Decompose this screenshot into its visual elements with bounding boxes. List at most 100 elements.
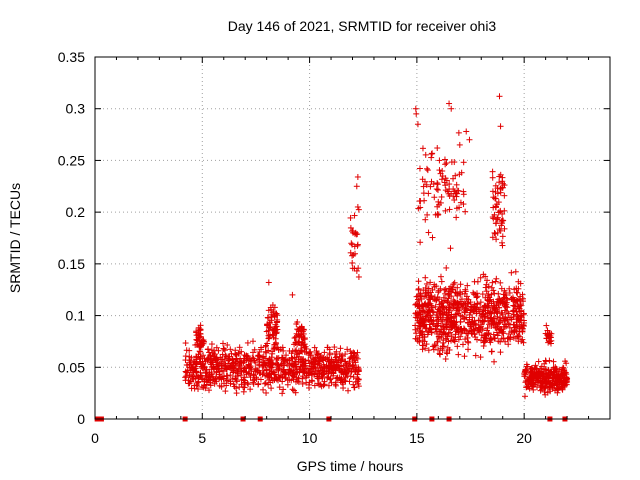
data-point	[340, 381, 347, 388]
data-point	[212, 376, 219, 383]
data-point	[467, 321, 474, 328]
data-point	[250, 338, 257, 345]
data-point	[457, 333, 464, 340]
data-point	[437, 199, 444, 206]
data-point	[204, 379, 211, 386]
data-point	[492, 182, 499, 189]
data-point	[230, 381, 237, 388]
data-point	[490, 194, 497, 201]
data-point	[562, 358, 569, 365]
data-point	[424, 211, 431, 218]
data-point	[229, 356, 236, 363]
data-point	[265, 381, 272, 388]
data-point	[479, 325, 486, 332]
data-point	[443, 317, 450, 324]
data-point	[190, 373, 197, 380]
data-point	[337, 345, 344, 352]
data-point	[542, 391, 549, 398]
data-point	[234, 367, 241, 374]
data-point	[475, 327, 482, 334]
data-point	[415, 319, 422, 326]
data-point	[446, 206, 453, 213]
data-point	[309, 361, 316, 368]
x-axis-label: GPS time / hours	[297, 458, 404, 474]
data-point	[329, 363, 336, 370]
data-point	[319, 373, 326, 380]
data-point	[493, 236, 500, 243]
data-point	[347, 354, 354, 361]
data-point	[298, 342, 305, 349]
data-point	[498, 309, 505, 316]
data-point	[442, 356, 449, 363]
data-point	[460, 201, 467, 208]
data-point	[318, 366, 325, 373]
data-point	[482, 338, 489, 345]
data-point	[439, 311, 446, 318]
data-point	[443, 264, 450, 271]
data-point	[500, 217, 507, 224]
data-point	[489, 188, 496, 195]
data-point	[275, 373, 282, 380]
data-point	[250, 377, 257, 384]
data-point	[551, 380, 558, 387]
data-point	[355, 367, 362, 374]
data-point	[320, 357, 327, 364]
data-point	[425, 190, 432, 197]
data-point	[440, 337, 447, 344]
data-point	[442, 290, 449, 297]
data-point	[351, 357, 358, 364]
data-point	[434, 294, 441, 301]
data-point	[543, 378, 550, 385]
data-point	[489, 279, 496, 286]
x-tick-label: 0	[91, 430, 99, 446]
data-point	[460, 159, 467, 166]
data-point	[220, 358, 227, 365]
data-point	[262, 362, 269, 369]
data-point	[318, 383, 325, 390]
data-point	[348, 369, 355, 376]
data-point	[333, 348, 340, 355]
data-point	[510, 296, 517, 303]
data-point	[300, 367, 307, 374]
data-point	[427, 289, 434, 296]
data-point	[447, 314, 454, 321]
data-point	[246, 363, 253, 370]
data-point	[227, 380, 234, 387]
data-point	[514, 313, 521, 320]
data-point	[265, 377, 272, 384]
data-point	[454, 304, 461, 311]
data-point	[354, 355, 361, 362]
data-point	[465, 330, 472, 337]
data-point	[241, 374, 248, 381]
data-point	[467, 299, 474, 306]
data-point	[351, 350, 358, 357]
data-point	[205, 346, 212, 353]
data-point	[217, 354, 224, 361]
data-point	[427, 183, 434, 190]
data-point	[443, 321, 450, 328]
data-point	[432, 303, 439, 310]
data-point	[434, 330, 441, 337]
data-point	[271, 313, 278, 320]
data-point	[183, 347, 190, 354]
data-point	[481, 339, 488, 346]
data-point	[195, 374, 202, 381]
data-point	[550, 369, 557, 376]
data-point	[346, 355, 353, 362]
data-point	[521, 371, 528, 378]
data-point	[193, 356, 200, 363]
x-tick-label: 5	[198, 430, 206, 446]
data-point	[541, 367, 548, 374]
data-point	[233, 378, 240, 385]
data-point	[444, 350, 451, 357]
data-point	[424, 300, 431, 307]
data-point	[445, 338, 452, 345]
data-point	[503, 301, 510, 308]
data-point	[293, 320, 300, 327]
data-point	[293, 366, 300, 373]
data-point	[428, 154, 435, 161]
data-point	[421, 197, 428, 204]
data-point	[340, 363, 347, 370]
data-point	[355, 383, 362, 390]
